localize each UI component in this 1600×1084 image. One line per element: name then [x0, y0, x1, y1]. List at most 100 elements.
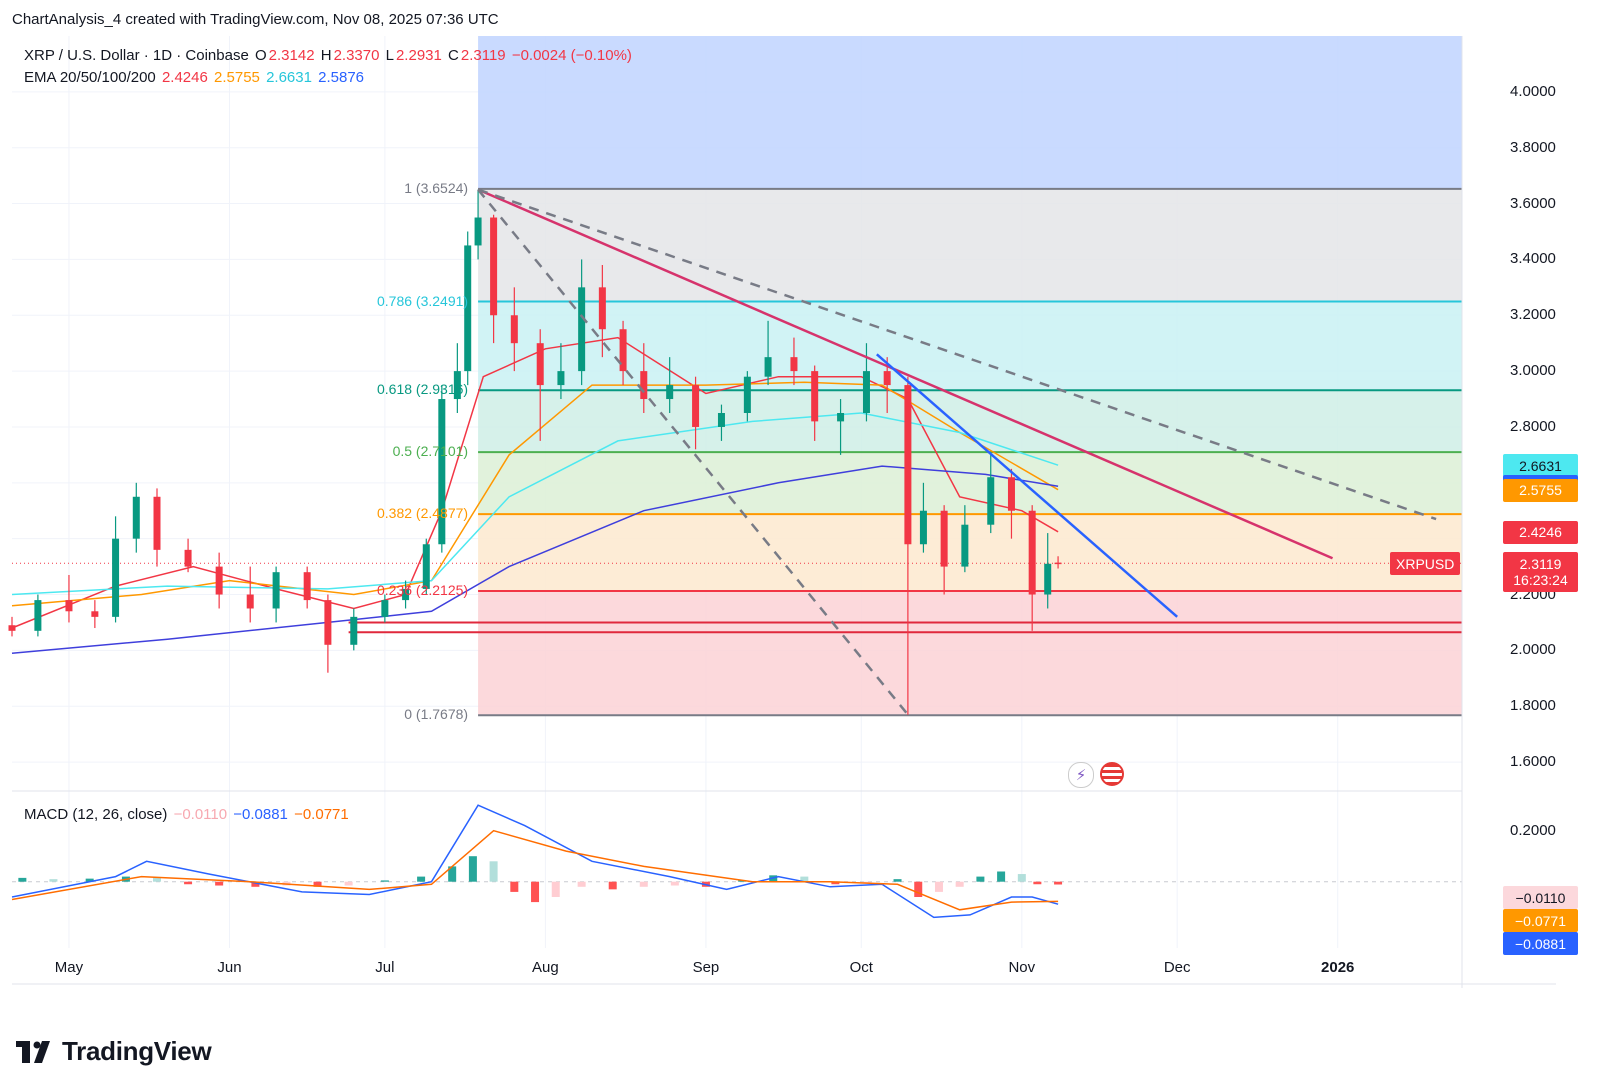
symbol-title[interactable]: XRP / U.S. Dollar · 1D · Coinbase: [24, 47, 249, 64]
candle-body: [422, 544, 430, 589]
ema50-value: 2.5755: [214, 69, 260, 86]
macd-histogram-bar: [448, 866, 457, 882]
price-axis-tag: 2.5755: [1503, 478, 1578, 502]
open-value: 2.3142: [268, 47, 315, 64]
candle-body: [862, 371, 870, 413]
us-flag-event-icon[interactable]: [1100, 762, 1124, 786]
price-tick-label: 3.0000: [1510, 362, 1556, 380]
price-axis-tag: 2.6631: [1503, 454, 1578, 478]
macd-histogram-bar: [862, 881, 871, 883]
macd-histogram-bar: [215, 881, 224, 886]
candle-body: [1007, 477, 1015, 511]
price-tick-label: 2.0000: [1510, 641, 1556, 659]
macd-histogram-bar: [85, 878, 94, 882]
candle-body: [811, 371, 819, 422]
macd-histogram-bar: [934, 881, 943, 892]
candle-body: [790, 357, 798, 372]
axes: [12, 36, 1556, 988]
time-axis-label: May: [54, 959, 84, 976]
fib-level-label: 0.382 (2.4877): [376, 505, 469, 522]
macd-pane: [11, 804, 1462, 919]
candle-body: [717, 413, 725, 427]
macd-histogram-bar: [153, 877, 161, 882]
price-axis-tag: 2.4246: [1503, 520, 1578, 544]
candle-body: [598, 287, 606, 330]
candle-body: [743, 376, 751, 413]
macd-histogram-bar: [531, 881, 540, 903]
candle-body: [402, 588, 410, 601]
macd-histogram-bar: [738, 880, 747, 882]
macd-histogram-bar: [489, 861, 498, 882]
lightning-event-icon[interactable]: ⚡: [1068, 762, 1094, 788]
candle-body: [91, 611, 99, 617]
time-axis-label: Sep: [692, 959, 720, 976]
close-value: 2.3119: [460, 47, 506, 64]
ema100-value: 2.6631: [266, 69, 312, 86]
support-levels: [12, 562, 1462, 634]
trendline-dashed-diagonal: [477, 188, 909, 716]
macd-signal-line: [11, 829, 1059, 911]
bar-countdown: 16:23:24: [1513, 572, 1568, 589]
symbol-tag: XRPUSD: [1390, 552, 1461, 576]
candle-body: [474, 217, 482, 246]
candle-body: [640, 371, 648, 400]
macd-label[interactable]: MACD (12, 26, close): [24, 806, 168, 823]
high-label: H: [320, 47, 332, 64]
fib-zone: [478, 452, 1463, 515]
candle-body: [490, 217, 498, 316]
candle-body: [961, 524, 969, 567]
tradingview-wordmark: TradingView: [62, 1036, 212, 1066]
candle-body: [184, 549, 192, 567]
fibonacci-retracement: [478, 36, 1463, 717]
macd-histogram-bar: [184, 881, 193, 885]
trendline-dashed-upper: [477, 188, 1437, 521]
macd-histogram-bar: [344, 881, 353, 886]
time-axis-label: Oct: [849, 959, 873, 976]
candle-body: [987, 477, 995, 525]
last-price-tag: 2.3119 16:23:24: [1503, 552, 1578, 593]
candle-body: [919, 510, 927, 545]
candle-body: [536, 343, 544, 386]
macd-axis-tag: −0.0771: [1503, 909, 1578, 932]
price-tick-label: 2.8000: [1510, 417, 1556, 435]
time-axis-label: Dec: [1163, 959, 1191, 976]
candle-body: [1044, 563, 1052, 595]
ema-legend: EMA 20/50/100/200 2.4246 2.5755 2.6631 2…: [24, 69, 366, 86]
ema-label[interactable]: EMA 20/50/100/200: [24, 69, 156, 86]
macd-legend: MACD (12, 26, close) −0.0110 −0.0881 −0.…: [24, 806, 351, 823]
price-tick-label: 3.2000: [1510, 306, 1556, 324]
candle-body: [324, 600, 332, 645]
fib-level-label: 0 (1.7678): [404, 706, 469, 723]
trendline-short-term-resistance: [875, 353, 1179, 618]
candle-body: [692, 385, 700, 427]
macd-histogram-bar: [510, 881, 519, 892]
macd-histogram-bar: [997, 871, 1006, 882]
candle-body: [65, 600, 73, 612]
price-legend: XRP / U.S. Dollar · 1D · Coinbase O 2.314…: [24, 47, 634, 64]
macd-histogram-bar: [1017, 874, 1026, 882]
candle-body: [904, 385, 912, 545]
price-tick-label: 1.8000: [1510, 697, 1556, 715]
fib-zone: [478, 514, 1463, 592]
time-axis-label: Jun: [217, 959, 242, 976]
time-axis-label: Nov: [1008, 959, 1036, 976]
change-value: −0.0024 (−0.10%): [511, 47, 632, 64]
candle-body: [1054, 562, 1062, 565]
trendline-descending-resistance: [477, 188, 1334, 560]
macd-histogram-bar: [551, 881, 560, 897]
fib-level-label: 0.5 (2.7101): [392, 443, 469, 460]
candle-body: [883, 371, 891, 386]
macd-histogram-bar: [18, 877, 27, 882]
tradingview-logo[interactable]: TradingView: [16, 1036, 212, 1067]
candle-body: [381, 600, 389, 617]
fib-zone-extension: [478, 36, 1463, 189]
ema-line-ema20: [11, 336, 1059, 629]
low-value: 2.2931: [395, 47, 442, 64]
macd-histogram-bar: [670, 881, 679, 886]
fib-level-label: 0.618 (2.9316): [376, 381, 469, 398]
fib-zone: [478, 591, 1463, 716]
macd-tick-label: 0.2000: [1510, 821, 1556, 839]
macd-axis-tag: −0.0881: [1503, 932, 1578, 955]
candle-body: [510, 315, 518, 344]
